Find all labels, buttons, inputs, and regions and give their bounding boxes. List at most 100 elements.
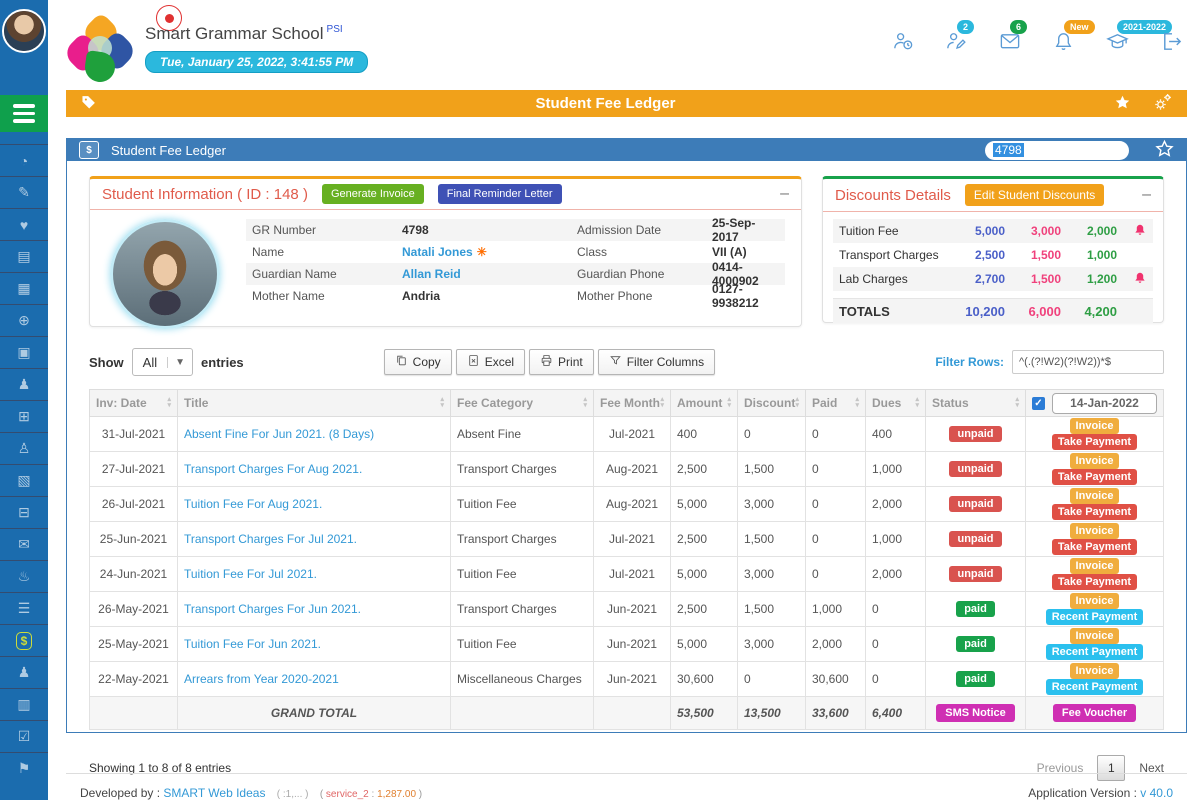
sidebar-item-alumni[interactable]: ⚑	[0, 752, 48, 784]
fee-title-link[interactable]: Transport Charges For Jul 2021.	[184, 532, 357, 546]
fee-title-link[interactable]: Tuition Fee For Jul 2021.	[184, 567, 317, 581]
sidebar-item-tasks[interactable]: ☑	[0, 720, 48, 752]
column-header-paid[interactable]: Paid▴▾	[806, 390, 866, 417]
grad-cap-button[interactable]: 2021-2022	[1105, 30, 1130, 53]
invoice-button[interactable]: Invoice	[1070, 663, 1120, 679]
export-buttons: CopyExcelPrintFilter Columns	[380, 349, 715, 375]
content-area: $ Student Fee Ledger 4798 Student Inform…	[48, 117, 1200, 759]
sort-icon: ▴▾	[855, 397, 859, 409]
column-header-dues[interactable]: Dues▴▾	[866, 390, 926, 417]
column-header-discount[interactable]: Discount▴▾	[738, 390, 806, 417]
print-button[interactable]: Print	[529, 349, 594, 375]
sidebar-item-library[interactable]: ☰	[0, 592, 48, 624]
sidebar-item-birthdays[interactable]: ♨	[0, 560, 48, 592]
invoice-button[interactable]: Invoice	[1070, 558, 1120, 574]
column-header-fee-category[interactable]: Fee Category▴▾	[451, 390, 594, 417]
field-value[interactable]: Natali Jones✳	[402, 245, 577, 259]
bell-button[interactable]: New	[1052, 30, 1075, 53]
invoice-button[interactable]: Invoice	[1070, 453, 1120, 469]
fee-title-link[interactable]: Arrears from Year 2020-2021	[184, 672, 339, 686]
sidebar-item-gallery[interactable]: ▧	[0, 464, 48, 496]
collapse-icon[interactable]: –	[780, 189, 789, 199]
inv-date-cell: 25-Jun-2021	[90, 522, 178, 557]
user-avatar[interactable]	[2, 9, 46, 53]
take-payment-button[interactable]: Take Payment	[1052, 504, 1137, 520]
sidebar-item-admissions[interactable]: ▣	[0, 336, 48, 368]
take-payment-button[interactable]: Take Payment	[1052, 574, 1137, 590]
logout-button[interactable]	[1160, 30, 1183, 53]
invoice-button[interactable]: Invoice	[1070, 593, 1120, 609]
sidebar-item-fee-payments[interactable]: ✉	[0, 528, 48, 560]
column-header-title[interactable]: Title▴▾	[178, 390, 451, 417]
gr-search-input[interactable]: 4798	[985, 141, 1129, 160]
sidebar-item-dashboard[interactable]: ◔	[0, 144, 48, 176]
column-header-status[interactable]: Status▴▾	[926, 390, 1026, 417]
invoice-button[interactable]: Invoice	[1070, 523, 1120, 539]
edit-discounts-button[interactable]: Edit Student Discounts	[965, 184, 1104, 206]
user-clock-icon	[892, 30, 915, 53]
user-edit-button[interactable]: 2	[945, 30, 968, 53]
sidebar-item-id-cards[interactable]: ▦	[0, 272, 48, 304]
collapse-icon[interactable]: –	[1142, 190, 1151, 200]
date-filter-input[interactable]: 14-Jan-2022	[1052, 393, 1157, 414]
favorite-star-icon[interactable]	[1114, 94, 1131, 114]
field-value[interactable]: Allan Reid	[402, 267, 577, 281]
fee-title-link[interactable]: Transport Charges For Jun 2021.	[184, 602, 361, 616]
date-filter-checkbox[interactable]: ✓	[1032, 397, 1045, 410]
discount-amount: 2,500	[949, 248, 1005, 262]
bell-alert-icon[interactable]	[1133, 274, 1147, 288]
recent-payment-button[interactable]: Recent Payment	[1046, 609, 1144, 625]
sidebar-item-student-registration[interactable]: ✎	[0, 176, 48, 208]
bell-alert-icon[interactable]	[1133, 226, 1147, 240]
filter-columns-button[interactable]: Filter Columns	[598, 349, 715, 375]
excel-button[interactable]: Excel	[456, 349, 525, 375]
invoice-button[interactable]: Invoice	[1070, 418, 1120, 434]
fee-title-link[interactable]: Transport Charges For Aug 2021.	[184, 462, 362, 476]
sms-notice-button[interactable]: SMS Notice	[936, 704, 1015, 722]
sidebar-item-transport[interactable]: ⊟	[0, 496, 48, 528]
sidebar-item-health[interactable]: ♥	[0, 208, 48, 240]
discount-net: 1,000	[1061, 248, 1117, 262]
column-header-inv-date[interactable]: Inv: Date▴▾	[90, 390, 178, 417]
fee-title-link[interactable]: Absent Fine For Jun 2021. (8 Days)	[184, 427, 374, 441]
sidebar-item-website[interactable]: ⊕	[0, 304, 48, 336]
envelope-button[interactable]: 6	[998, 30, 1022, 53]
sidebar-item-teachers[interactable]: ♙	[0, 432, 48, 464]
actions-cell: InvoiceTake Payment	[1026, 452, 1164, 487]
sidebar-item-fee-collection[interactable]: ▤	[0, 240, 48, 272]
user-clock-button[interactable]	[892, 30, 915, 53]
final-reminder-button[interactable]: Final Reminder Letter	[438, 184, 562, 204]
fee-month-cell: Jun-2021	[594, 627, 671, 662]
sidebar-item-students[interactable]: ♟	[0, 368, 48, 400]
sidebar-item-staff[interactable]: ♟	[0, 656, 48, 688]
generate-invoice-button[interactable]: Generate Invoice	[322, 184, 424, 204]
recent-payment-button[interactable]: Recent Payment	[1046, 644, 1144, 660]
fee-voucher-button[interactable]: Fee Voucher	[1053, 704, 1136, 722]
invoice-button[interactable]: Invoice	[1070, 488, 1120, 504]
column-header-amount[interactable]: Amount▴▾	[671, 390, 738, 417]
fee-title-link[interactable]: Tuition Fee For Jun 2021.	[184, 637, 321, 651]
developer-link[interactable]: SMART Web Ideas	[163, 786, 265, 800]
settings-gears-icon[interactable]	[1153, 92, 1173, 115]
copy-icon	[395, 354, 408, 370]
take-payment-button[interactable]: Take Payment	[1052, 539, 1137, 555]
status-cell: unpaid	[926, 417, 1026, 452]
fee-title-link[interactable]: Tuition Fee For Aug 2021.	[184, 497, 322, 511]
copy-button[interactable]: Copy	[384, 349, 452, 375]
entries-select[interactable]: All ▼	[132, 348, 193, 376]
recent-payment-button[interactable]: Recent Payment	[1046, 679, 1144, 695]
sidebar-item-fee-ledger[interactable]: $	[0, 624, 48, 656]
sidebar-item-attendance[interactable]: ⊞	[0, 400, 48, 432]
column-header-fee-month[interactable]: Fee Month▴▾	[594, 390, 671, 417]
invoice-button[interactable]: Invoice	[1070, 628, 1120, 644]
fee-payments-icon: ✉	[18, 536, 30, 553]
footer-meta: ( :1,... )	[277, 789, 309, 800]
status-cell: paid	[926, 627, 1026, 662]
panel-favorite-star-icon[interactable]	[1155, 139, 1174, 161]
take-payment-button[interactable]: Take Payment	[1052, 434, 1137, 450]
take-payment-button[interactable]: Take Payment	[1052, 469, 1137, 485]
filter-rows-input[interactable]	[1012, 350, 1164, 374]
sidebar-item-certificates[interactable]: ▥	[0, 688, 48, 720]
tag-icon[interactable]	[80, 94, 97, 114]
menu-toggle-button[interactable]	[0, 95, 48, 132]
